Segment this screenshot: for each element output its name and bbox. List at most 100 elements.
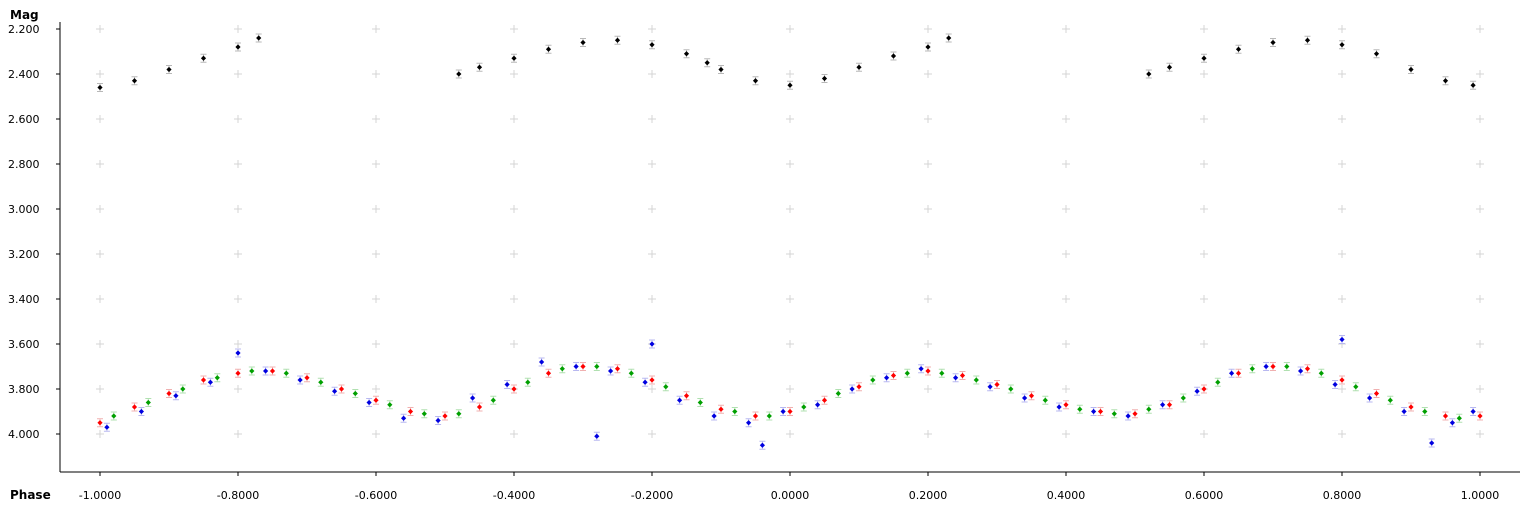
data-point: [235, 370, 241, 376]
x-tick-label: 0.4000: [1047, 489, 1086, 502]
grid-plus-marker: [648, 205, 656, 213]
data-point: [1097, 408, 1104, 415]
data-point: [180, 386, 186, 392]
data-point: [849, 386, 855, 392]
data-point: [925, 368, 931, 374]
data-point: [235, 350, 241, 356]
grid-plus-marker: [648, 70, 656, 78]
data-point: [649, 341, 655, 347]
grid-plus-marker: [786, 205, 794, 213]
data-point: [752, 78, 759, 84]
data-point: [1373, 390, 1380, 397]
data-point: [1332, 381, 1338, 388]
grid-plus-marker: [510, 295, 518, 303]
data-point: [614, 37, 621, 43]
data-point: [407, 408, 414, 415]
x-axis-title: Phase: [10, 488, 51, 502]
data-point: [683, 393, 690, 399]
data-point: [490, 397, 496, 403]
data-point: [580, 39, 586, 46]
data-point: [835, 390, 841, 397]
x-tick-label: 0.0000: [771, 489, 810, 502]
data-point: [746, 420, 752, 426]
data-point: [1028, 393, 1035, 399]
grid-plus-marker: [510, 25, 518, 33]
grid-plus-marker: [96, 340, 104, 348]
grid-plus-marker: [1200, 70, 1208, 78]
grid-plus-marker: [1338, 115, 1346, 123]
grid-plus-marker: [96, 70, 104, 78]
series-3: [110, 362, 1463, 423]
data-point: [573, 363, 579, 370]
grid-plus-marker: [372, 295, 380, 303]
grid-plus-marker: [510, 115, 518, 123]
grid-plus-marker: [1476, 160, 1484, 168]
data-point: [1201, 55, 1207, 61]
data-point: [890, 53, 897, 59]
grid-plus-marker: [924, 385, 932, 393]
series-4: [103, 335, 1477, 450]
grid-plus-marker: [234, 115, 242, 123]
data-point: [559, 366, 565, 372]
grid-plus-marker: [648, 25, 656, 33]
data-point: [1160, 402, 1166, 408]
grid-plus-marker: [786, 115, 794, 123]
y-tick-label: 3.200: [8, 248, 40, 261]
data-point: [1367, 395, 1373, 401]
data-point: [97, 420, 103, 426]
grid-plus-marker: [1476, 430, 1484, 438]
data-point: [1304, 366, 1311, 372]
x-tick-label: -0.6000: [355, 489, 397, 502]
grid-plus-marker: [1476, 70, 1484, 78]
data-point: [718, 66, 724, 73]
grid-plus-marker: [786, 295, 794, 303]
data-point: [953, 375, 959, 381]
data-point: [511, 386, 517, 392]
y-tick-label: 4.000: [8, 428, 40, 441]
data-point: [884, 375, 890, 381]
grid-plus-marker: [1062, 385, 1070, 393]
data-point: [1063, 402, 1069, 408]
grid-plus-marker: [1476, 205, 1484, 213]
series-1: [97, 33, 1477, 92]
grid-plus-marker: [1338, 70, 1346, 78]
data-point: [821, 397, 828, 403]
grid-plus-marker: [1062, 160, 1070, 168]
data-point: [759, 442, 765, 448]
data-point: [373, 397, 379, 403]
grid-plus-marker: [96, 295, 104, 303]
data-point: [856, 64, 862, 70]
grid-plus-marker: [1476, 250, 1484, 258]
data-point: [387, 402, 393, 408]
data-point: [1449, 420, 1455, 426]
grid-plus-marker: [372, 70, 380, 78]
data-point: [297, 377, 303, 383]
data-point: [1235, 370, 1242, 376]
data-point: [235, 44, 241, 50]
data-point: [628, 370, 634, 376]
x-tick-label: 0.6000: [1185, 489, 1224, 502]
grid-plus-marker: [1200, 340, 1208, 348]
data-point: [214, 375, 220, 381]
data-point: [504, 381, 510, 388]
grid-plus-marker: [1200, 205, 1208, 213]
grid-plus-marker: [786, 70, 794, 78]
data-point: [994, 381, 1000, 388]
grid-plus-marker: [924, 25, 932, 33]
data-point: [138, 408, 144, 415]
data-point: [1298, 368, 1304, 374]
data-point: [1429, 440, 1435, 446]
data-point: [104, 424, 110, 430]
grid-plus-marker: [234, 205, 242, 213]
grid-plus-marker: [1338, 295, 1346, 303]
data-point: [539, 359, 545, 365]
data-point: [304, 375, 310, 381]
data-point: [1166, 64, 1173, 70]
grid-plus-marker: [1338, 25, 1346, 33]
grid-plus-marker: [510, 250, 518, 258]
data-point: [787, 408, 793, 415]
data-point: [704, 60, 710, 66]
data-point: [1270, 39, 1276, 46]
data-point: [856, 384, 862, 390]
data-point: [1091, 408, 1097, 415]
